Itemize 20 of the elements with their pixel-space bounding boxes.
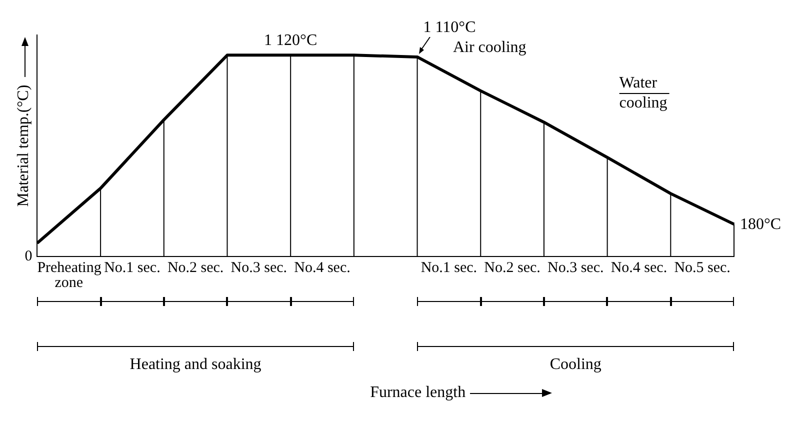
- text: Heating and soaking: [128, 356, 262, 373]
- text: No.5 sec.: [673, 260, 732, 276]
- text: No.1 sec.: [420, 260, 478, 276]
- text: No.2 sec.: [166, 260, 225, 276]
- text: No.3 sec.: [230, 260, 288, 276]
- text: 0: [24, 248, 32, 265]
- text: 180°C: [740, 216, 782, 234]
- text: No.1 sec.: [103, 260, 162, 276]
- text: No.4 sec.: [293, 260, 352, 276]
- text: No.3 sec.: [546, 260, 605, 276]
- text: Furnace length: [369, 384, 466, 401]
- y-axis-title: Material temp.(°C): [14, 84, 32, 207]
- text: Preheating zone: [37, 260, 102, 291]
- text: No.2 sec.: [483, 260, 542, 276]
- annotation: Water cooling: [619, 74, 668, 112]
- text: Cooling: [548, 356, 602, 373]
- annotation: Air cooling: [452, 38, 526, 56]
- text: No.4 sec.: [610, 260, 668, 276]
- text: 1 120°C: [264, 32, 318, 50]
- text: 1 110°C: [423, 18, 476, 36]
